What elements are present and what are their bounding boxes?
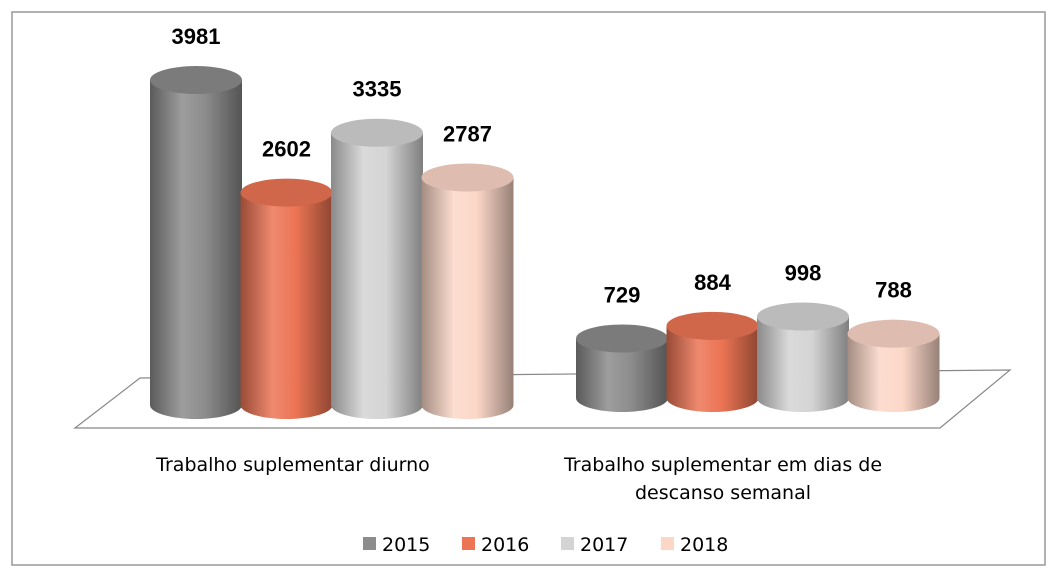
cylinder-top: [576, 324, 668, 353]
cylinder-body: [150, 80, 242, 419]
cylinder-top: [847, 319, 940, 348]
legend-label: 2016: [481, 534, 529, 556]
value-label: 3981: [172, 24, 221, 49]
cylinder-body: [666, 325, 759, 412]
legend-swatch: [661, 537, 674, 550]
cylinder-top: [757, 302, 849, 331]
cylinder-body: [847, 333, 940, 413]
cylinder-body: [757, 316, 849, 412]
legend-label: 2015: [382, 534, 430, 556]
value-label: 3335: [353, 77, 402, 102]
cylinder-top: [331, 118, 423, 147]
cylinder-body: [331, 132, 423, 419]
value-label: 998: [785, 261, 822, 286]
legend-label: 2017: [580, 534, 628, 556]
value-label: 788: [875, 278, 912, 303]
legend-label: 2018: [680, 534, 728, 556]
value-label: 884: [694, 270, 731, 295]
category-label: Trabalho suplementar diurno: [156, 454, 430, 476]
cylinder-top: [240, 178, 333, 207]
value-label: 2602: [262, 137, 311, 162]
legend-swatch: [561, 537, 574, 550]
legend-swatch: [462, 537, 475, 550]
cylinder-body: [240, 192, 333, 420]
cylinder-top: [666, 311, 759, 340]
cylinder-top: [150, 66, 242, 94]
cylinder-body: [421, 177, 514, 420]
legend-swatch: [363, 537, 376, 550]
cylinder-body: [576, 338, 668, 412]
value-label: 729: [604, 282, 641, 307]
category-label: Trabalho suplementar em dias de descanso…: [563, 454, 883, 504]
cylinder-top: [421, 163, 514, 192]
value-label: 2787: [443, 121, 492, 146]
